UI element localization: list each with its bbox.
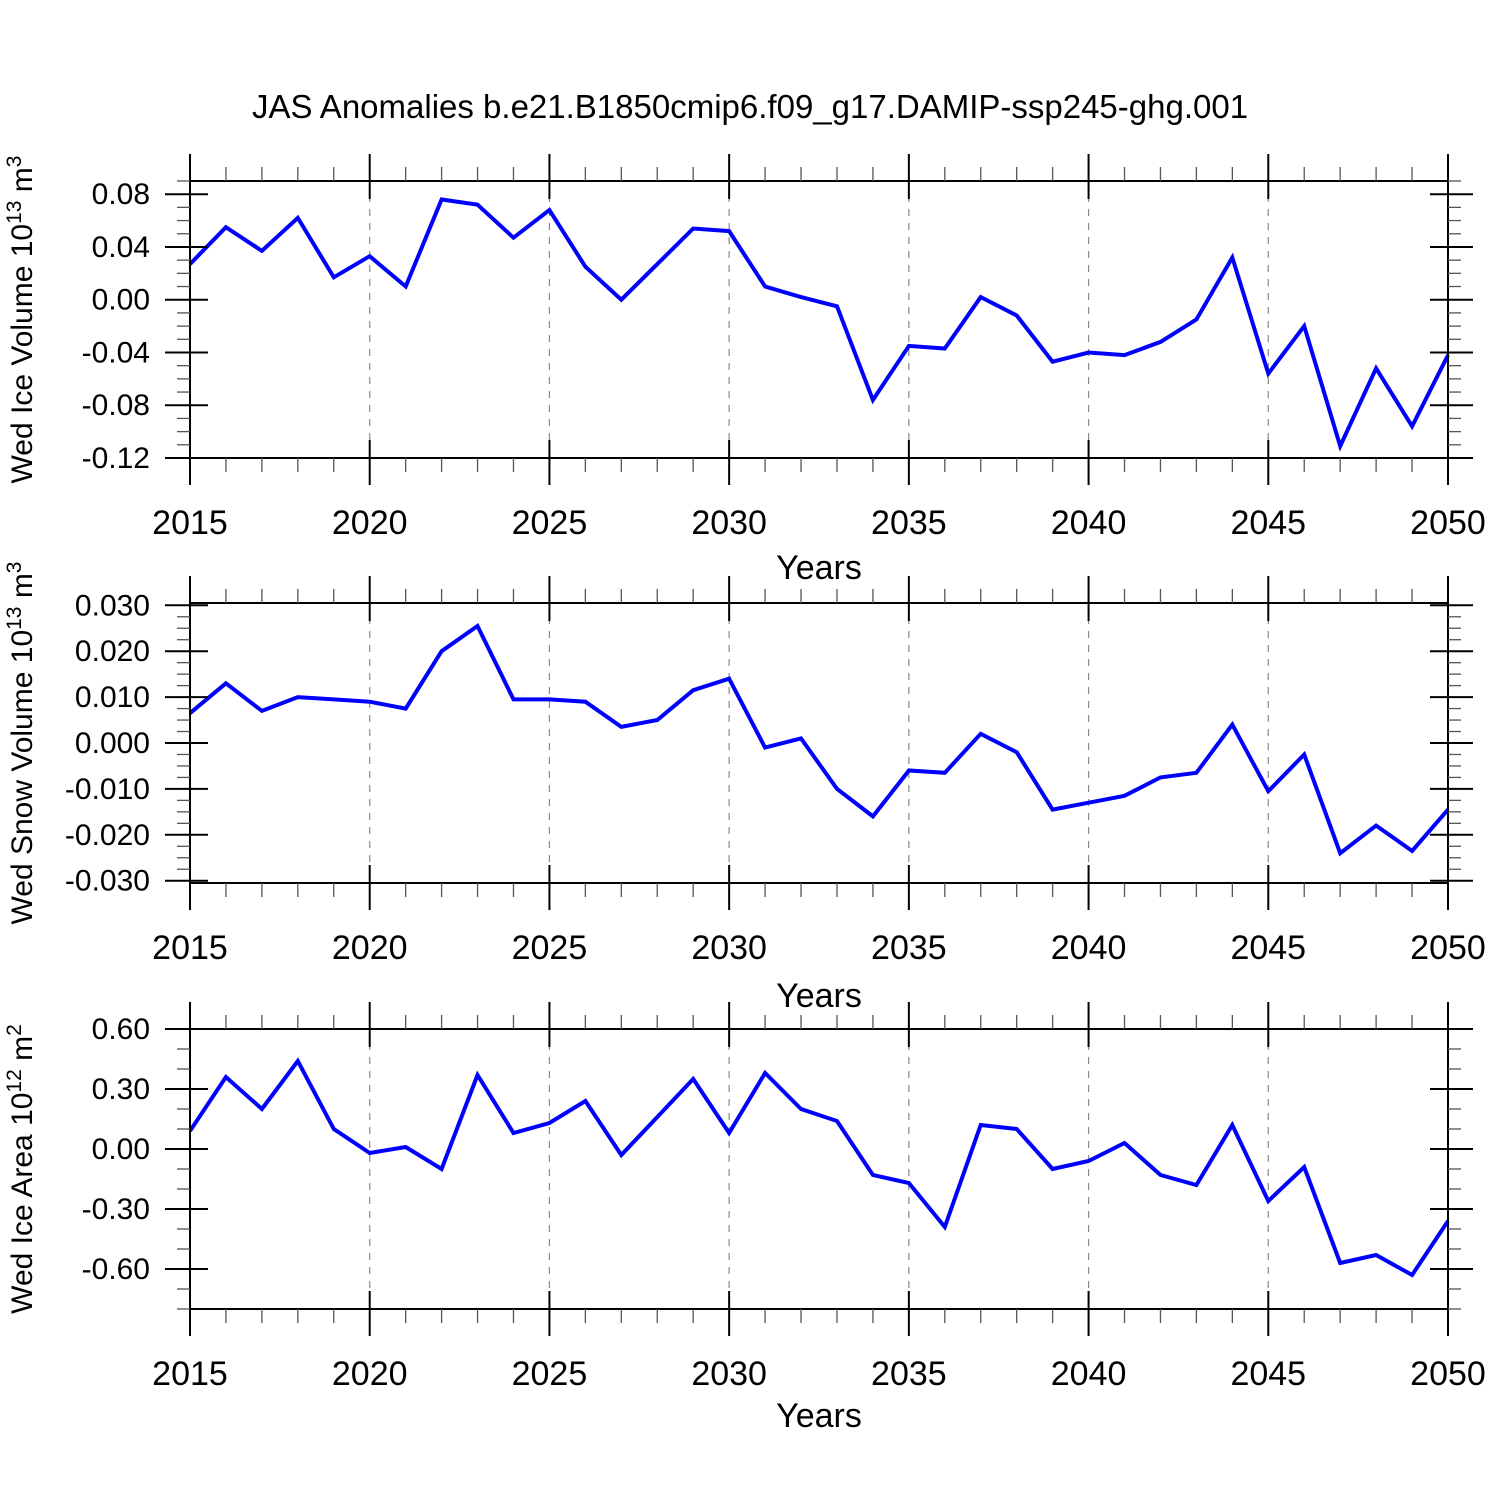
y-axis-title: Wed Ice Area 1012 m2	[3, 1024, 39, 1314]
x-tick-label: 2035	[871, 504, 947, 542]
y-tick-label: 0.020	[75, 635, 150, 668]
plot-frame	[189, 602, 1449, 884]
y-tick-label: 0.04	[92, 231, 150, 264]
y-axis-title: Wed Ice Volume 1013 m3	[3, 156, 39, 484]
x-tick-label: 2040	[1051, 1355, 1127, 1393]
x-tick-label: 2030	[691, 929, 767, 967]
x-tick-label: 2045	[1230, 1355, 1306, 1393]
plot-frame	[189, 180, 1449, 459]
y-tick-label: 0.00	[92, 1133, 150, 1166]
x-tick-label: 2040	[1051, 929, 1127, 967]
x-tick-label: 2050	[1410, 1355, 1486, 1393]
y-tick-label: 0.30	[92, 1073, 150, 1106]
x-tick-label: 2020	[332, 504, 408, 542]
x-axis-title: Years	[776, 1397, 862, 1435]
chart-snow-volume: 2015 2020 2025 2030 2035 2040 2045 2050 0.030 0.0…	[3, 562, 1486, 1016]
y-tick-label: 0.030	[75, 589, 150, 622]
x-tick-label: 2030	[691, 504, 767, 542]
x-tick-label: 2020	[332, 929, 408, 967]
x-tick-label: 2035	[871, 929, 947, 967]
y-tick-label: -0.010	[65, 773, 150, 806]
x-tick-label: 2015	[152, 504, 228, 542]
y-tick-label: 0.60	[92, 1013, 150, 1046]
y-tick-label: 0.010	[75, 681, 150, 714]
x-tick-label: 2015	[152, 929, 228, 967]
y-tick-label: -0.30	[82, 1193, 150, 1226]
x-axis-title: Years	[776, 549, 862, 587]
x-tick-label: 2050	[1410, 504, 1486, 542]
x-tick-label: 2025	[512, 929, 588, 967]
plot-frame	[189, 1028, 1449, 1310]
x-tick-label: 2030	[691, 1355, 767, 1393]
data-line-ice-volume	[188, 197, 1450, 452]
x-tick-label: 2035	[871, 1355, 947, 1393]
y-tick-label: -0.020	[65, 819, 150, 852]
x-tick-label: 2045	[1230, 504, 1306, 542]
data-line-snow-volume	[188, 623, 1450, 857]
chart-ice-volume: 2015 2020 2025 2030 2035 2040 2045 2050 0.08 0.04…	[3, 154, 1486, 587]
x-tick-label: 2050	[1410, 929, 1486, 967]
x-tick-label: 2025	[512, 1355, 588, 1393]
x-axis-title: Years	[776, 977, 862, 1015]
y-tick-label: 0.08	[92, 178, 150, 211]
y-tick-label: -0.030	[65, 865, 150, 898]
data-line-ice-area	[188, 1057, 1450, 1278]
x-tick-label: 2015	[152, 1355, 228, 1393]
figure-title: JAS Anomalies b.e21.B1850cmip6.f09_g17.D…	[251, 88, 1249, 125]
chart-ice-area: 2015 2020 2025 2030 2035 2040 2045 2050 0.60 0.30…	[3, 1002, 1486, 1435]
y-tick-label: -0.12	[82, 442, 150, 475]
y-tick-label: -0.60	[82, 1253, 150, 1286]
x-tick-label: 2045	[1230, 929, 1306, 967]
y-tick-label: 0.000	[75, 727, 150, 760]
x-tick-label: 2020	[332, 1355, 408, 1393]
x-tick-label: 2040	[1051, 504, 1127, 542]
y-tick-label: -0.04	[82, 336, 150, 369]
y-tick-label: -0.08	[82, 389, 150, 422]
y-tick-label: 0.00	[92, 284, 150, 317]
y-axis-title: Wed Snow Volume 1013 m3	[3, 562, 39, 925]
x-tick-label: 2025	[512, 504, 588, 542]
